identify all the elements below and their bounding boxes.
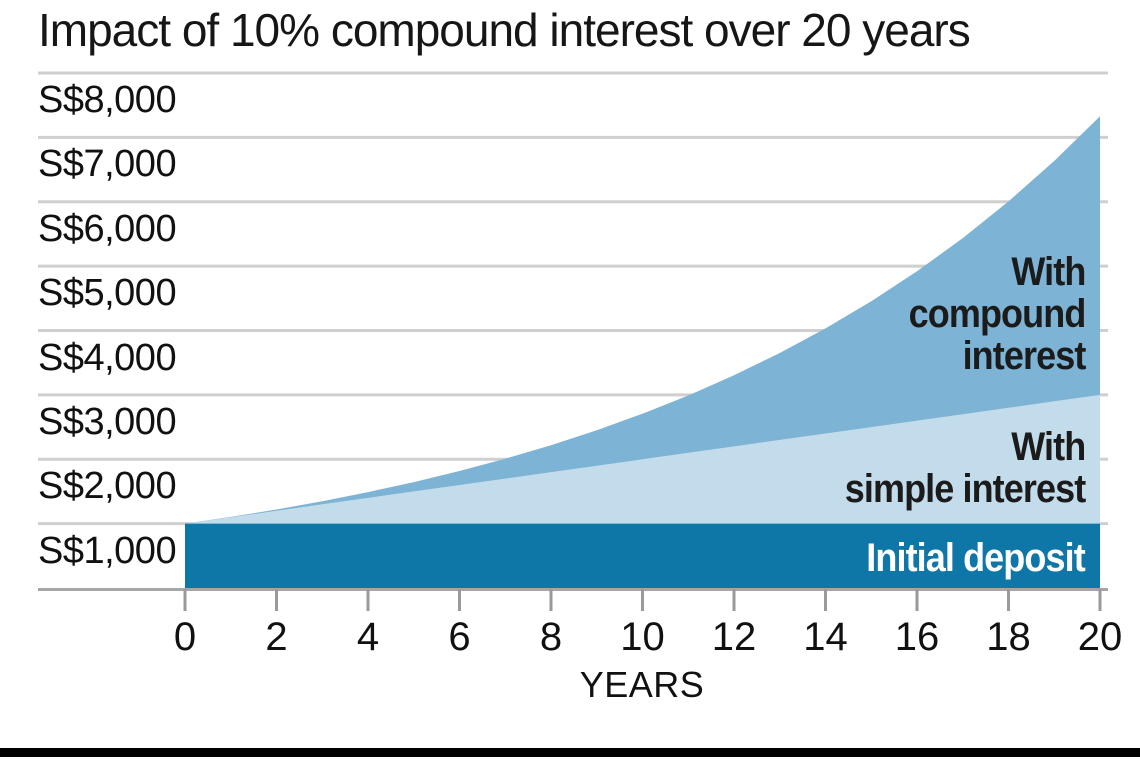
simple-interest-area-label: With simple interest [844,426,1085,510]
compound-label-line: interest [962,334,1086,378]
x-axis-tick-label: 18 [986,615,1031,659]
x-axis-tick-label: 16 [894,615,940,659]
x-axis-tick-label: 8 [539,615,563,659]
initial-deposit-bar-label: Initial deposit [866,536,1085,580]
y-axis-tick-label: S$2,000 [38,465,177,508]
x-axis-tick-label: 12 [711,615,757,659]
x-axis-tick-label: 6 [448,615,471,659]
y-axis-tick-label: S$8,000 [38,79,177,121]
compound-label-line: compound [908,292,1086,336]
compound-label-line: With [1010,250,1086,294]
x-axis-tick-label: 20 [1077,615,1123,659]
y-axis-tick-label: S$3,000 [38,400,177,443]
compound-interest-area-label: With compound interest [908,250,1086,378]
footer-rule [0,748,1140,757]
x-axis-tick-label: 10 [620,615,665,659]
simple-label-line: simple interest [844,467,1085,511]
x-axis-tick-label: 0 [173,615,197,659]
y-axis-tick-label: S$6,000 [38,207,177,250]
simple-label-line: With [1010,425,1086,469]
x-axis-title: YEARS [579,664,705,705]
area-initial-deposit [185,523,1100,588]
y-axis-tick-label: S$4,000 [38,336,177,379]
x-axis-tick-label: 14 [803,615,848,659]
deposit-label-line: Initial deposit [866,536,1085,580]
y-axis-tick-label: S$5,000 [38,272,177,315]
chart-title: Impact of 10% compound interest over 20 … [38,4,971,56]
x-axis-tick-label: 4 [356,615,380,659]
y-axis-tick-label: S$1,000 [38,529,177,572]
y-axis-tick-label: S$7,000 [38,143,177,186]
x-axis-tick-label: 2 [265,615,288,659]
